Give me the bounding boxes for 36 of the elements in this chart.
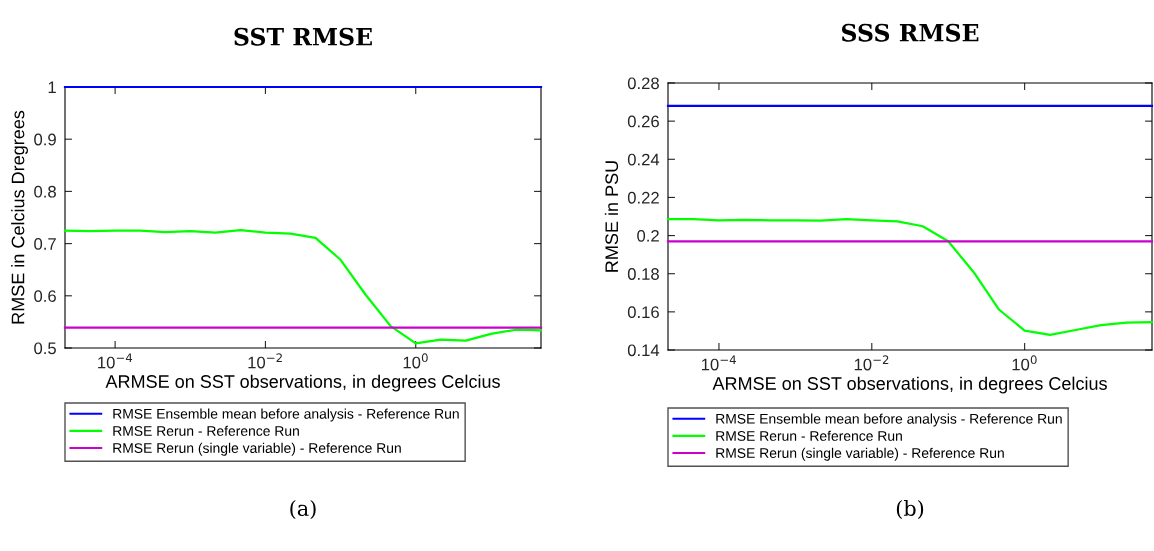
line-series xyxy=(666,218,1154,337)
y-tick-label: 0.26 xyxy=(627,115,659,128)
legend-label: RMSE Ensemble mean before analysis - Reference Run xyxy=(716,413,1062,427)
y-tick-label: 0.22 xyxy=(627,191,659,204)
y-tick-label: 0.24 xyxy=(627,153,660,166)
y-tick-label: 0.7 xyxy=(34,238,56,250)
y-axis-title: RMSE in Celcius Dregrees xyxy=(11,110,28,324)
x-tick-label: 10$^{−4}$ xyxy=(701,355,736,371)
legend-label: RMSE Rerun (single variable) - Reference Run xyxy=(113,442,401,456)
y-tick-label: 0.8 xyxy=(34,185,56,198)
text: (b) xyxy=(896,499,924,519)
x-tick-label: 10$^{−2}$ xyxy=(854,355,889,371)
x-tick-label: 10$^{−4}$ xyxy=(98,353,133,369)
y-tick-label: 0.5 xyxy=(34,342,56,355)
chart-title: SSS RMSE xyxy=(842,23,979,42)
legend-label: RMSE Rerun - Reference Run xyxy=(113,425,299,436)
x-tick-label: 10$^{−2}$ xyxy=(248,353,282,369)
chart-title: SST RMSE xyxy=(234,27,372,46)
text: (a) xyxy=(290,499,316,519)
legend-label: RMSE Rerun (single variable) - Reference Run xyxy=(716,447,1004,461)
y-tick-label: 0.2 xyxy=(637,229,659,242)
legend-label: RMSE Ensemble mean before analysis - Reference Run xyxy=(113,408,459,422)
y-tick-label: 0.9 xyxy=(34,133,56,146)
y-tick-label: 0.14 xyxy=(627,344,660,357)
x-axis-title: ARMSE on SST observations, in degrees Celcius xyxy=(105,374,500,392)
legend-label: RMSE Rerun - Reference Run xyxy=(716,430,902,441)
y-tick-label: 0.16 xyxy=(627,306,659,319)
y-tick-label: 0.28 xyxy=(627,77,659,90)
y-axis-title: RMSE in PSU xyxy=(604,161,619,272)
line-series xyxy=(63,228,543,345)
y-tick-label: 1 xyxy=(48,81,56,94)
y-tick-label: 0.6 xyxy=(34,290,56,302)
y-tick-label: 0.18 xyxy=(627,268,659,280)
x-tick-label: 10$^{0}$ xyxy=(403,353,428,369)
x-axis-title: ARMSE on SST observations, in degrees Celcius xyxy=(712,376,1107,394)
x-tick-label: 10$^{0}$ xyxy=(1012,355,1037,371)
